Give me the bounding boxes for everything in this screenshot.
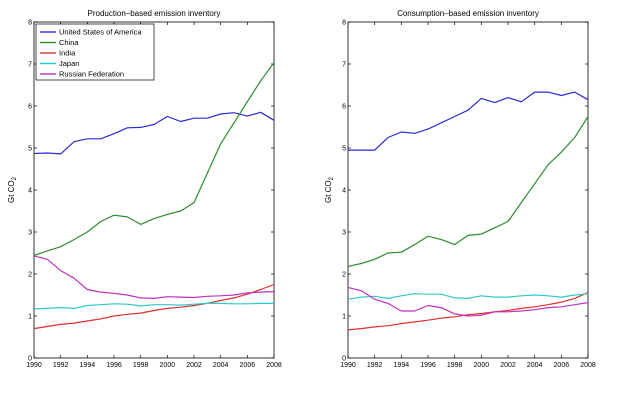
x-tick-label: 1994 [394, 362, 410, 369]
chart-title: Consumption–based emission inventory [397, 9, 539, 18]
series-line-united-states-of-america [348, 91, 589, 151]
legend-label: United States of America [59, 28, 142, 37]
x-tick-label: 2006 [554, 362, 570, 369]
chart-panel-1: Production–based emission inventory 0 1 2 3 4… [7, 9, 282, 369]
series-line-japan [33, 302, 274, 310]
series-line-russian-federation [33, 255, 275, 299]
x-tick-label: 2008 [580, 362, 596, 369]
series-line-china [347, 116, 589, 267]
x-tick-label: 2008 [266, 362, 282, 369]
x-tick-label: 2000 [474, 362, 490, 369]
y-tick-label: 1 [342, 314, 346, 321]
y-tick-label: 8 [28, 20, 32, 27]
series-line-russian-federation [347, 286, 589, 317]
series-line-india [347, 291, 589, 331]
y-tick-label: 8 [342, 20, 346, 27]
x-tick-label: 1994 [80, 362, 96, 369]
x-tick-label: 2002 [186, 362, 202, 369]
y-tick-label: 6 [28, 104, 32, 111]
y-tick-label: 6 [342, 104, 346, 111]
x-tick-label: 1992 [53, 362, 69, 369]
series-line-japan [347, 293, 589, 300]
y-tick-label: 4 [28, 188, 32, 195]
y-tick-label: 2 [342, 272, 346, 279]
series-line-china [33, 62, 275, 257]
x-tick-label: 1996 [420, 362, 436, 369]
legend-label: Japan [59, 59, 79, 68]
legend-label: India [59, 49, 76, 58]
y-tick-label: 4 [342, 188, 346, 195]
x-tick-label: 1998 [447, 362, 463, 369]
x-tick-label: 1998 [133, 362, 149, 369]
series-line-india [33, 283, 275, 330]
y-axis-label: Gt CO2 [7, 176, 18, 203]
x-tick-label: 2004 [213, 362, 229, 369]
y-axis-label-subscript: 2 [12, 176, 18, 180]
legend-box [35, 23, 155, 81]
x-tick-label: 1990 [340, 362, 356, 369]
y-tick-label: 1 [28, 314, 32, 321]
y-axis-label-subscript: 2 [329, 176, 335, 180]
legend-label: Russian Federation [59, 70, 124, 79]
x-tick-label: 2004 [527, 362, 543, 369]
y-tick-label: 7 [28, 62, 32, 69]
y-tick-label: 3 [342, 230, 346, 237]
y-tick-label: 0 [342, 356, 346, 363]
chart-panel-2: Consumption–based emission inventory 0 1 2 3… [324, 9, 596, 369]
y-axis-label-text: Gt CO [7, 180, 16, 203]
x-tick-label: 2000 [160, 362, 176, 369]
legend-label: China [59, 38, 79, 47]
x-tick-label: 1990 [26, 362, 42, 369]
y-axis-label-text: Gt CO [324, 180, 333, 203]
x-tick-label: 2006 [240, 362, 256, 369]
y-tick-label: 5 [28, 146, 32, 153]
x-tick-label: 1992 [367, 362, 383, 369]
x-tick-label: 1996 [106, 362, 122, 369]
y-tick-label: 5 [342, 146, 346, 153]
y-axis-label: Gt CO2 [324, 176, 335, 203]
series-line-united-states-of-america [33, 111, 275, 155]
y-tick-label: 2 [28, 272, 32, 279]
y-tick-label: 3 [28, 230, 32, 237]
y-tick-label: 0 [28, 356, 32, 363]
y-tick-label: 7 [342, 62, 346, 69]
chart-title: Production–based emission inventory [88, 9, 221, 18]
x-tick-label: 2002 [500, 362, 516, 369]
